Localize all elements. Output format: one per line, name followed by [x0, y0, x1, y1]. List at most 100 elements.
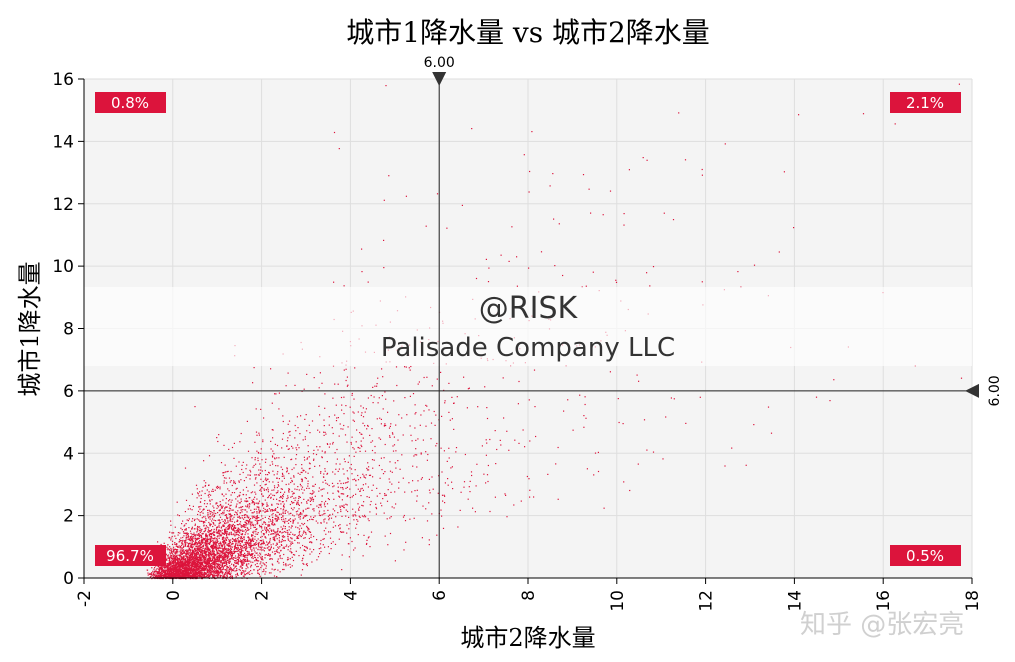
data-point — [267, 474, 269, 476]
data-point — [226, 559, 228, 561]
data-point — [312, 498, 315, 500]
data-point — [223, 531, 226, 533]
data-point — [240, 517, 242, 519]
data-point — [194, 564, 196, 567]
data-point — [159, 576, 161, 578]
data-point — [285, 565, 287, 567]
data-point — [323, 530, 325, 532]
data-point — [338, 538, 340, 540]
data-point — [221, 506, 223, 508]
data-point — [297, 502, 299, 504]
data-point — [218, 519, 220, 521]
data-point — [503, 417, 505, 419]
data-point — [201, 537, 203, 539]
data-point — [416, 495, 418, 497]
data-point — [211, 550, 213, 552]
data-point — [420, 414, 422, 416]
data-point — [161, 567, 163, 569]
data-point — [301, 480, 303, 483]
data-point — [266, 541, 268, 543]
data-point — [310, 534, 312, 536]
data-point — [268, 471, 270, 473]
data-point — [161, 573, 163, 575]
data-point — [298, 533, 300, 535]
data-point — [190, 544, 192, 546]
data-point — [157, 572, 159, 574]
data-point — [303, 498, 305, 500]
data-point — [235, 539, 237, 541]
data-point — [216, 536, 218, 538]
data-point — [374, 445, 376, 448]
data-point — [274, 550, 276, 553]
data-point — [211, 512, 213, 514]
data-point — [148, 573, 150, 575]
data-point — [254, 524, 256, 526]
data-point — [219, 520, 221, 522]
data-point — [252, 534, 254, 536]
data-point — [273, 529, 275, 531]
data-point — [272, 509, 274, 511]
data-point — [540, 251, 543, 253]
data-point — [416, 489, 418, 491]
data-point — [234, 482, 236, 485]
data-point — [341, 404, 343, 406]
data-point — [256, 522, 259, 525]
data-point — [369, 511, 371, 513]
data-point — [194, 555, 196, 557]
data-point — [307, 520, 309, 522]
data-point — [224, 471, 226, 473]
data-point — [379, 492, 381, 495]
data-point — [274, 533, 276, 535]
data-point — [562, 274, 564, 277]
data-point — [213, 555, 215, 557]
data-point — [196, 560, 198, 563]
data-point — [294, 499, 296, 501]
data-point — [265, 458, 267, 460]
data-point — [198, 560, 200, 562]
data-point — [168, 561, 170, 563]
data-point — [448, 382, 450, 384]
data-point — [160, 571, 163, 573]
data-point — [222, 524, 224, 526]
data-point — [191, 564, 193, 566]
data-point — [588, 188, 590, 190]
data-point — [229, 533, 231, 535]
data-point — [238, 541, 241, 543]
data-point — [200, 536, 203, 538]
data-point — [183, 576, 185, 578]
data-point — [177, 559, 179, 561]
data-point — [211, 536, 213, 538]
data-point — [337, 490, 339, 492]
data-point — [264, 516, 266, 518]
data-point — [267, 529, 269, 531]
data-point — [357, 447, 359, 449]
data-point — [188, 546, 190, 548]
data-point — [359, 447, 361, 449]
data-point — [318, 506, 320, 509]
data-point — [301, 569, 304, 571]
data-point — [240, 566, 242, 568]
data-point — [229, 481, 231, 483]
data-point — [203, 480, 205, 482]
data-point — [257, 532, 259, 534]
data-point — [340, 482, 342, 485]
data-point — [316, 446, 318, 448]
data-point — [218, 554, 220, 556]
data-point — [291, 552, 293, 554]
data-point — [422, 505, 424, 507]
data-point — [285, 563, 287, 566]
data-point — [171, 576, 173, 578]
data-point — [234, 535, 236, 537]
data-point — [217, 532, 219, 534]
data-point — [227, 533, 229, 535]
data-point — [198, 535, 200, 538]
data-point — [200, 566, 202, 568]
data-point — [200, 520, 202, 522]
data-point — [232, 509, 234, 511]
data-point — [185, 561, 187, 563]
data-point — [202, 568, 204, 570]
data-point — [222, 536, 224, 538]
data-point — [274, 443, 276, 445]
data-point — [267, 505, 269, 507]
data-point — [425, 404, 427, 406]
